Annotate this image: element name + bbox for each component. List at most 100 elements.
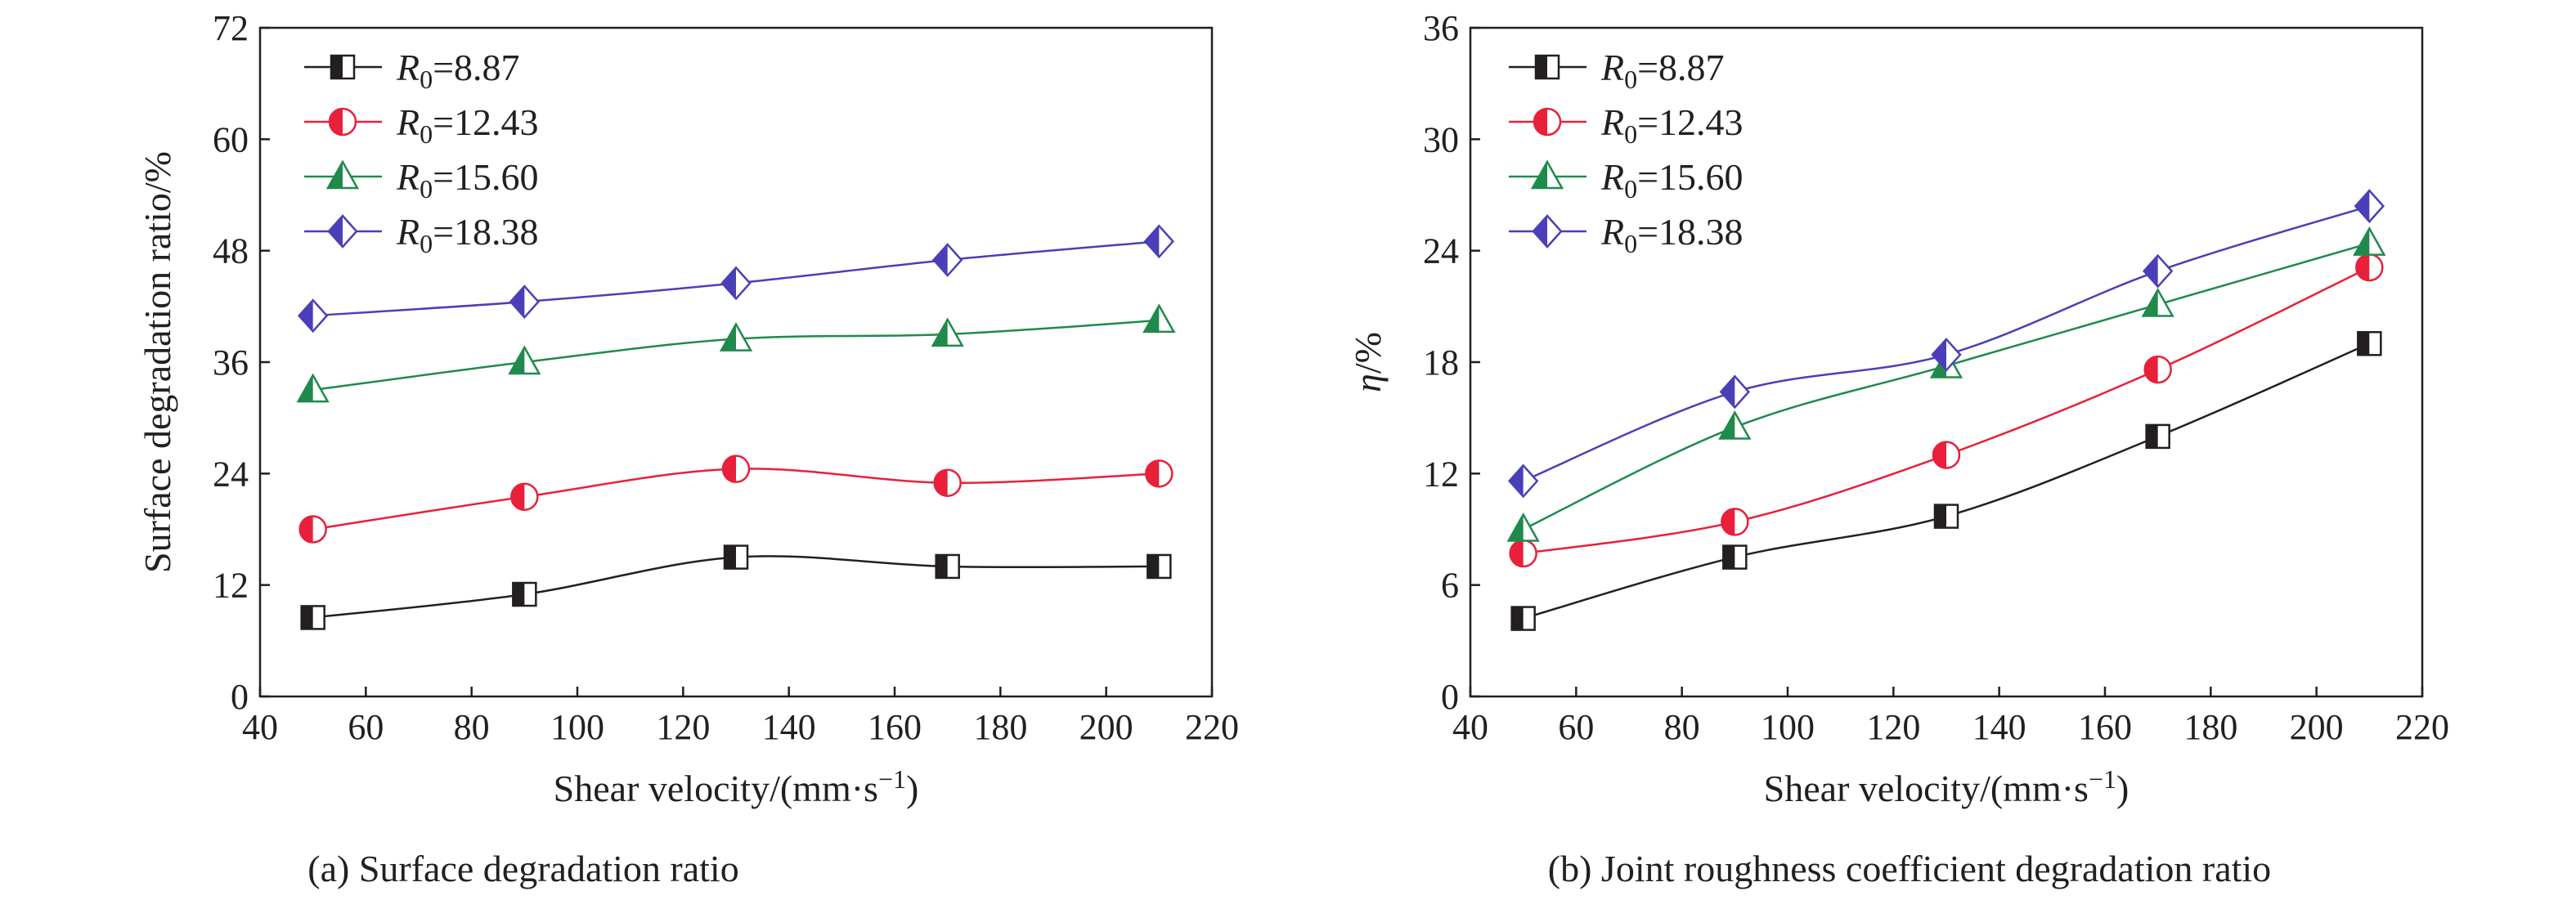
x-tick-label: 220	[2395, 707, 2449, 747]
y-tick-label: 72	[213, 8, 249, 48]
legend-marker	[328, 107, 357, 137]
legend-label: R0=12.43	[1600, 101, 1744, 149]
data-point-3-1	[1506, 512, 1540, 542]
data-point-4-5	[2354, 189, 2385, 224]
data-point-4-5	[1143, 224, 1175, 259]
data-point-2-3	[721, 454, 751, 483]
data-point-4-1	[1507, 463, 1539, 499]
x-tick-label: 60	[348, 707, 384, 747]
data-point-4-3	[1931, 338, 1962, 372]
chart-panel-a: 40 60 80 100 120 140 160 180 200 220 0 12 24 36 48 60 72…	[137, 8, 1239, 889]
y-tick-label: 36	[213, 343, 249, 383]
x-tick-label: 160	[868, 707, 922, 747]
legend: R0=8.87 R0=12.43 R0=15.60 R0=18.38	[1509, 47, 1744, 258]
data-point-3-2	[1718, 410, 1752, 440]
y-tick-label: 6	[1441, 566, 1459, 606]
data-point-2-4	[2143, 355, 2172, 384]
x-axis-label: Shear velocity/(mm·s−1)	[554, 764, 919, 809]
y-tick-label: 36	[1423, 8, 1459, 48]
legend-label: R0=8.87	[396, 47, 520, 94]
x-tick-label: 80	[454, 707, 490, 747]
y-tick-label: 60	[213, 119, 249, 159]
data-point-4-2	[509, 284, 541, 320]
panel-caption: (a) Surface degradation ratio	[307, 848, 738, 889]
x-tick-label: 100	[1761, 707, 1815, 747]
data-point-1-5	[2357, 331, 2382, 356]
data-point-1-4	[2145, 423, 2170, 450]
y-tick-label: 48	[213, 231, 249, 271]
y-tick-label: 0	[231, 677, 249, 717]
data-point-4-1	[297, 298, 329, 334]
data-point-2-1	[1509, 539, 1537, 568]
x-tick-label: 100	[550, 707, 604, 747]
legend-label: R0=8.87	[1600, 47, 1725, 94]
data-point-3-4	[931, 317, 964, 347]
legend-marker	[330, 54, 356, 80]
x-tick-label: 180	[2183, 707, 2237, 747]
chart-panel-b: 40 60 80 100 120 140 160 180 200 220 0 6 12 18 24 30 36 S…	[1347, 8, 2449, 889]
legend-label: R0=18.38	[1600, 211, 1744, 258]
y-axis-label: Surface degradation ratio/%	[137, 151, 178, 573]
legend-marker	[1534, 54, 1560, 80]
legend-marker	[1533, 107, 1562, 137]
data-point-2-1	[298, 515, 327, 544]
legend-label: R0=15.60	[396, 156, 539, 204]
data-point-3-3	[719, 322, 753, 352]
series-line-3	[1523, 242, 2370, 531]
x-tick-label: 60	[1558, 707, 1594, 747]
x-tick-label: 40	[242, 707, 278, 747]
series-line-1	[1523, 343, 2370, 620]
data-point-2-2	[510, 482, 539, 511]
panel-caption: (b) Joint roughness coefficient degradat…	[1548, 848, 2271, 889]
y-tick-label: 30	[1423, 119, 1459, 159]
x-tick-label: 200	[2290, 707, 2344, 747]
x-tick-label: 180	[973, 707, 1027, 747]
x-tick-label: 40	[1452, 707, 1488, 747]
data-point-1-1	[300, 605, 325, 630]
x-tick-label: 120	[1866, 707, 1920, 747]
data-point-1-4	[935, 553, 960, 580]
data-point-1-2	[512, 581, 537, 607]
data-point-1-1	[1510, 606, 1536, 631]
data-point-1-5	[1147, 553, 1172, 580]
x-tick-label: 140	[1972, 707, 2026, 747]
legend-marker	[1530, 159, 1564, 190]
data-point-2-5	[1145, 459, 1174, 488]
data-point-4-2	[1719, 374, 1751, 410]
data-point-2-3	[1932, 441, 1961, 469]
legend-marker	[325, 159, 360, 190]
data-point-1-2	[1722, 544, 1748, 570]
x-tick-label: 200	[1079, 707, 1133, 747]
data-point-2-4	[933, 468, 962, 497]
x-tick-label: 140	[762, 707, 816, 747]
y-axis-label: η/%	[1347, 332, 1389, 392]
y-tick-label: 24	[213, 454, 249, 494]
data-point-3-5	[2353, 226, 2386, 256]
data-point-2-5	[2355, 253, 2384, 282]
y-tick-label: 18	[1423, 343, 1459, 383]
data-point-3-5	[1142, 303, 1176, 334]
x-tick-label: 80	[1664, 707, 1700, 747]
legend: R0=8.87 R0=12.43 R0=15.60 R0=18.38	[304, 47, 539, 258]
x-tick-label: 120	[656, 707, 710, 747]
legend-label: R0=12.43	[396, 101, 539, 149]
data-point-4-4	[931, 243, 963, 277]
legend-marker	[1532, 214, 1563, 249]
x-axis-label: Shear velocity/(mm·s−1)	[1764, 764, 2129, 809]
data-point-4-3	[720, 266, 752, 301]
x-tick-label: 220	[1185, 707, 1239, 747]
legend-label: R0=15.60	[1600, 156, 1744, 204]
data-point-1-3	[723, 544, 749, 570]
data-point-2-2	[1721, 508, 1749, 536]
data-point-3-2	[508, 345, 541, 375]
y-tick-label: 0	[1441, 677, 1459, 717]
data-point-1-3	[1933, 504, 1959, 529]
y-tick-label: 24	[1423, 231, 1459, 271]
legend-marker	[327, 214, 358, 249]
data-point-3-1	[296, 373, 330, 403]
data-point-3-4	[2141, 288, 2174, 317]
data-point-4-4	[2142, 253, 2174, 289]
y-tick-label: 12	[1423, 454, 1459, 494]
